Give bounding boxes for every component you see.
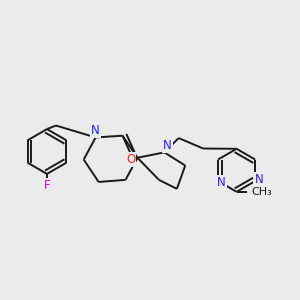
Text: CH₃: CH₃	[251, 187, 272, 197]
Text: N: N	[254, 173, 263, 186]
Text: O: O	[126, 153, 136, 166]
Text: N: N	[163, 139, 172, 152]
Text: N: N	[91, 124, 100, 137]
Text: F: F	[44, 179, 50, 192]
Text: N: N	[217, 176, 226, 189]
